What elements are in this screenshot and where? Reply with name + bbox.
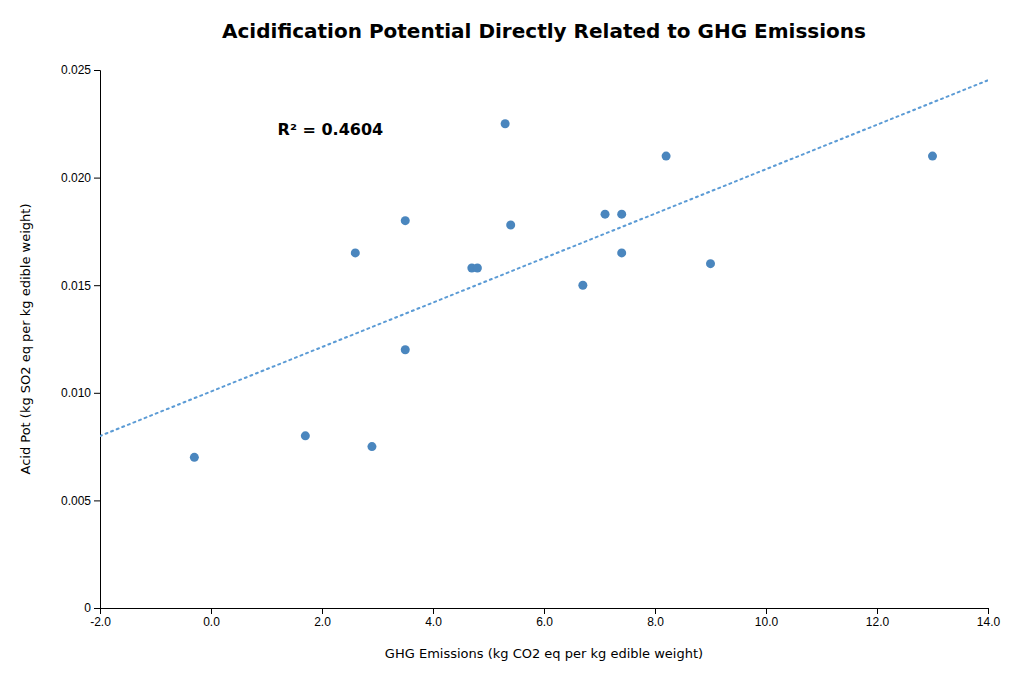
tick: 4.0 xyxy=(425,608,442,629)
y-axis-title: Acid Pot (kg SO2 eq per kg edible weight… xyxy=(18,203,33,474)
tick-mark xyxy=(877,608,878,614)
plot: -2.0 0.0 2.0 4.0 6.0 8.0 10.0 12.0 14.0 0 0.005 0.0… xyxy=(61,63,1001,628)
tick: 0.005 xyxy=(61,494,100,508)
tick-label: 0.025 xyxy=(61,63,91,77)
tick-mark xyxy=(94,178,100,179)
point xyxy=(506,220,515,229)
tick: 0.025 xyxy=(61,63,100,77)
tick-label: -2.0 xyxy=(90,615,111,629)
tick-mark xyxy=(766,608,767,614)
point xyxy=(190,453,199,462)
tick: 14.0 xyxy=(977,608,1001,629)
tick-label: 10.0 xyxy=(755,615,779,629)
tick: 10.0 xyxy=(755,608,779,629)
tick: 0.010 xyxy=(61,386,100,400)
point xyxy=(578,281,587,290)
tick-mark xyxy=(433,608,434,614)
fit-line xyxy=(100,80,988,436)
tick: 0 xyxy=(84,601,100,615)
tick: 8.0 xyxy=(647,608,664,629)
tick-mark xyxy=(94,70,100,71)
point xyxy=(351,248,360,257)
tick-label: 0.0 xyxy=(203,615,220,629)
y-axis: 0 0.005 0.010 0.015 0.020 0.025 xyxy=(61,63,101,615)
point xyxy=(473,263,482,272)
tick-label: 0.015 xyxy=(61,279,91,293)
tick-mark xyxy=(655,608,656,614)
x-axis-title: GHG Emissions (kg CO2 eq per kg edible w… xyxy=(385,646,703,661)
axis-line xyxy=(94,71,101,609)
tick-label: 0.020 xyxy=(61,171,91,185)
chart: -2.0 0.0 2.0 4.0 6.0 8.0 10.0 12.0 14.0 0 0.005 0.0… xyxy=(0,0,1024,683)
point xyxy=(617,210,626,219)
tick: 2.0 xyxy=(314,608,331,629)
tick-mark xyxy=(94,393,100,394)
tick-label: 12.0 xyxy=(866,615,890,629)
point xyxy=(501,119,510,128)
marks xyxy=(100,80,988,462)
tick-label: 8.0 xyxy=(647,615,664,629)
axis-line xyxy=(101,609,989,615)
tick: 6.0 xyxy=(536,608,553,629)
tick-mark xyxy=(988,608,989,614)
tick-label: 14.0 xyxy=(977,615,1001,629)
point xyxy=(662,152,671,161)
tick: 0.0 xyxy=(203,608,220,629)
tick-label: 0.010 xyxy=(61,386,91,400)
point xyxy=(301,431,310,440)
tick: -2.0 xyxy=(90,608,111,629)
tick-mark xyxy=(94,285,100,286)
point xyxy=(401,216,410,225)
tick: 0.015 xyxy=(61,279,100,293)
points xyxy=(190,119,937,462)
point xyxy=(706,259,715,268)
tick-label: 4.0 xyxy=(425,615,442,629)
annotation: R² = 0.4604 xyxy=(278,120,384,139)
x-axis: -2.0 0.0 2.0 4.0 6.0 8.0 10.0 12.0 14.0 xyxy=(90,608,1000,629)
tick-label: 0.005 xyxy=(61,494,91,508)
tick-label: 0 xyxy=(84,601,91,615)
tick-mark xyxy=(322,608,323,614)
tick-mark xyxy=(94,608,100,609)
point xyxy=(601,210,610,219)
tick: 12.0 xyxy=(866,608,890,629)
point xyxy=(617,248,626,257)
tick-label: 6.0 xyxy=(536,615,553,629)
point xyxy=(401,345,410,354)
tick-mark xyxy=(94,500,100,501)
title: Acidification Potential Directly Related… xyxy=(222,19,866,43)
point xyxy=(367,442,376,451)
tick: 0.020 xyxy=(61,171,100,185)
tick-mark xyxy=(544,608,545,614)
tick-mark xyxy=(211,608,212,614)
point xyxy=(928,152,937,161)
tick-label: 2.0 xyxy=(314,615,331,629)
